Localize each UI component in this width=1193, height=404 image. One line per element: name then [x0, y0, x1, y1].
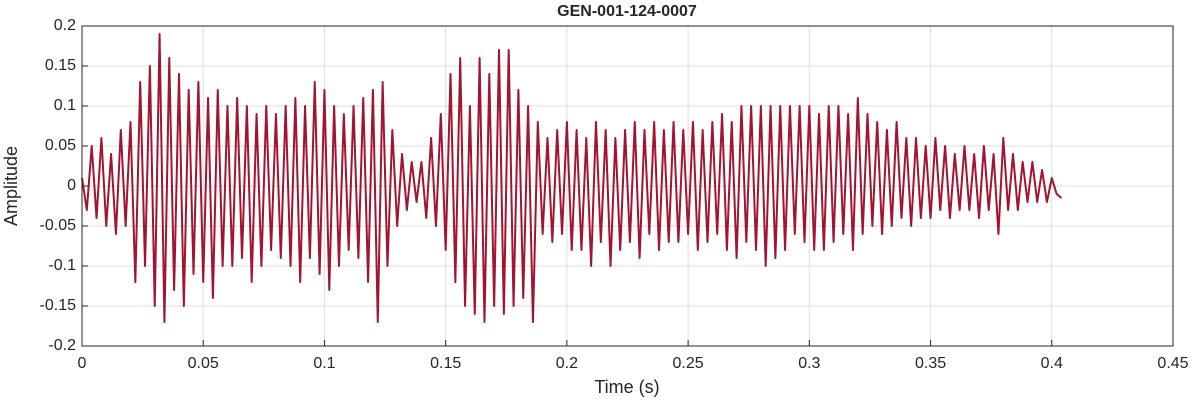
chart-title: GEN-001-124-0007 [557, 3, 697, 20]
y-tick-label: 0.15 [45, 57, 76, 74]
x-tick-label: 0.2 [556, 355, 578, 372]
x-tick-label: 0.25 [673, 355, 704, 372]
x-tick-label: 0 [78, 355, 87, 372]
x-tick-label: 0.3 [798, 355, 820, 372]
x-tick-label: 0.35 [915, 355, 946, 372]
y-tick-label: -0.1 [48, 257, 76, 274]
waveform-line [81, 33, 1063, 323]
x-tick-label: 0.1 [313, 355, 335, 372]
y-tick-label: 0.05 [45, 137, 76, 154]
x-tick-label: 0.4 [1041, 355, 1063, 372]
y-tick-label: 0 [67, 177, 76, 194]
x-tick-label: 0.05 [188, 355, 219, 372]
x-axis-label: Time (s) [594, 377, 659, 397]
y-tick-label: 0.1 [54, 97, 76, 114]
y-tick-label: -0.15 [40, 297, 77, 314]
x-tick-label: 0.45 [1157, 355, 1188, 372]
x-tick-label: 0.15 [430, 355, 461, 372]
y-tick-label: -0.2 [48, 337, 76, 354]
axes-box [81, 25, 1174, 347]
y-axis-label: Amplitude [1, 146, 21, 226]
y-tick-label: -0.05 [40, 217, 77, 234]
y-tick-label: 0.2 [54, 17, 76, 34]
